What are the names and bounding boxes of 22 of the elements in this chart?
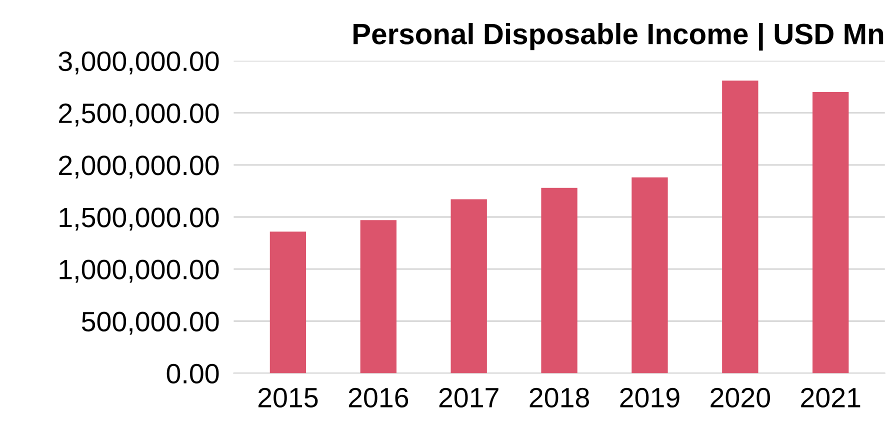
y-tick-label: 500,000.00 — [82, 312, 219, 335]
bar — [270, 232, 306, 374]
x-tick-label: 2016 — [348, 388, 408, 408]
bar — [722, 80, 758, 374]
bar — [632, 177, 668, 374]
y-tick-label: 0.00 — [166, 364, 219, 384]
y-tick-label: 1,000,000.00 — [60, 260, 219, 283]
y-tick-label: 1,500,000.00 — [60, 208, 219, 231]
y-tick-label: 2,500,000.00 — [59, 104, 219, 126]
x-tick-label: 2020 — [710, 388, 770, 408]
y-tick-label: 3,000,000.00 — [58, 51, 219, 74]
chart-title: Personal Disposable Income | USD Mn — [354, 22, 884, 51]
x-tick-label: 2021 — [801, 388, 860, 408]
x-tick-label: 2019 — [620, 388, 680, 408]
bar — [360, 220, 396, 374]
x-tick-label: 2018 — [530, 388, 589, 408]
x-tick-label: 2017 — [439, 388, 498, 408]
bar — [541, 188, 578, 374]
x-tick-label: 2015 — [258, 388, 318, 408]
y-tick-label: 2,000,000.00 — [59, 156, 219, 179]
bar — [450, 199, 487, 374]
bar — [812, 92, 849, 374]
